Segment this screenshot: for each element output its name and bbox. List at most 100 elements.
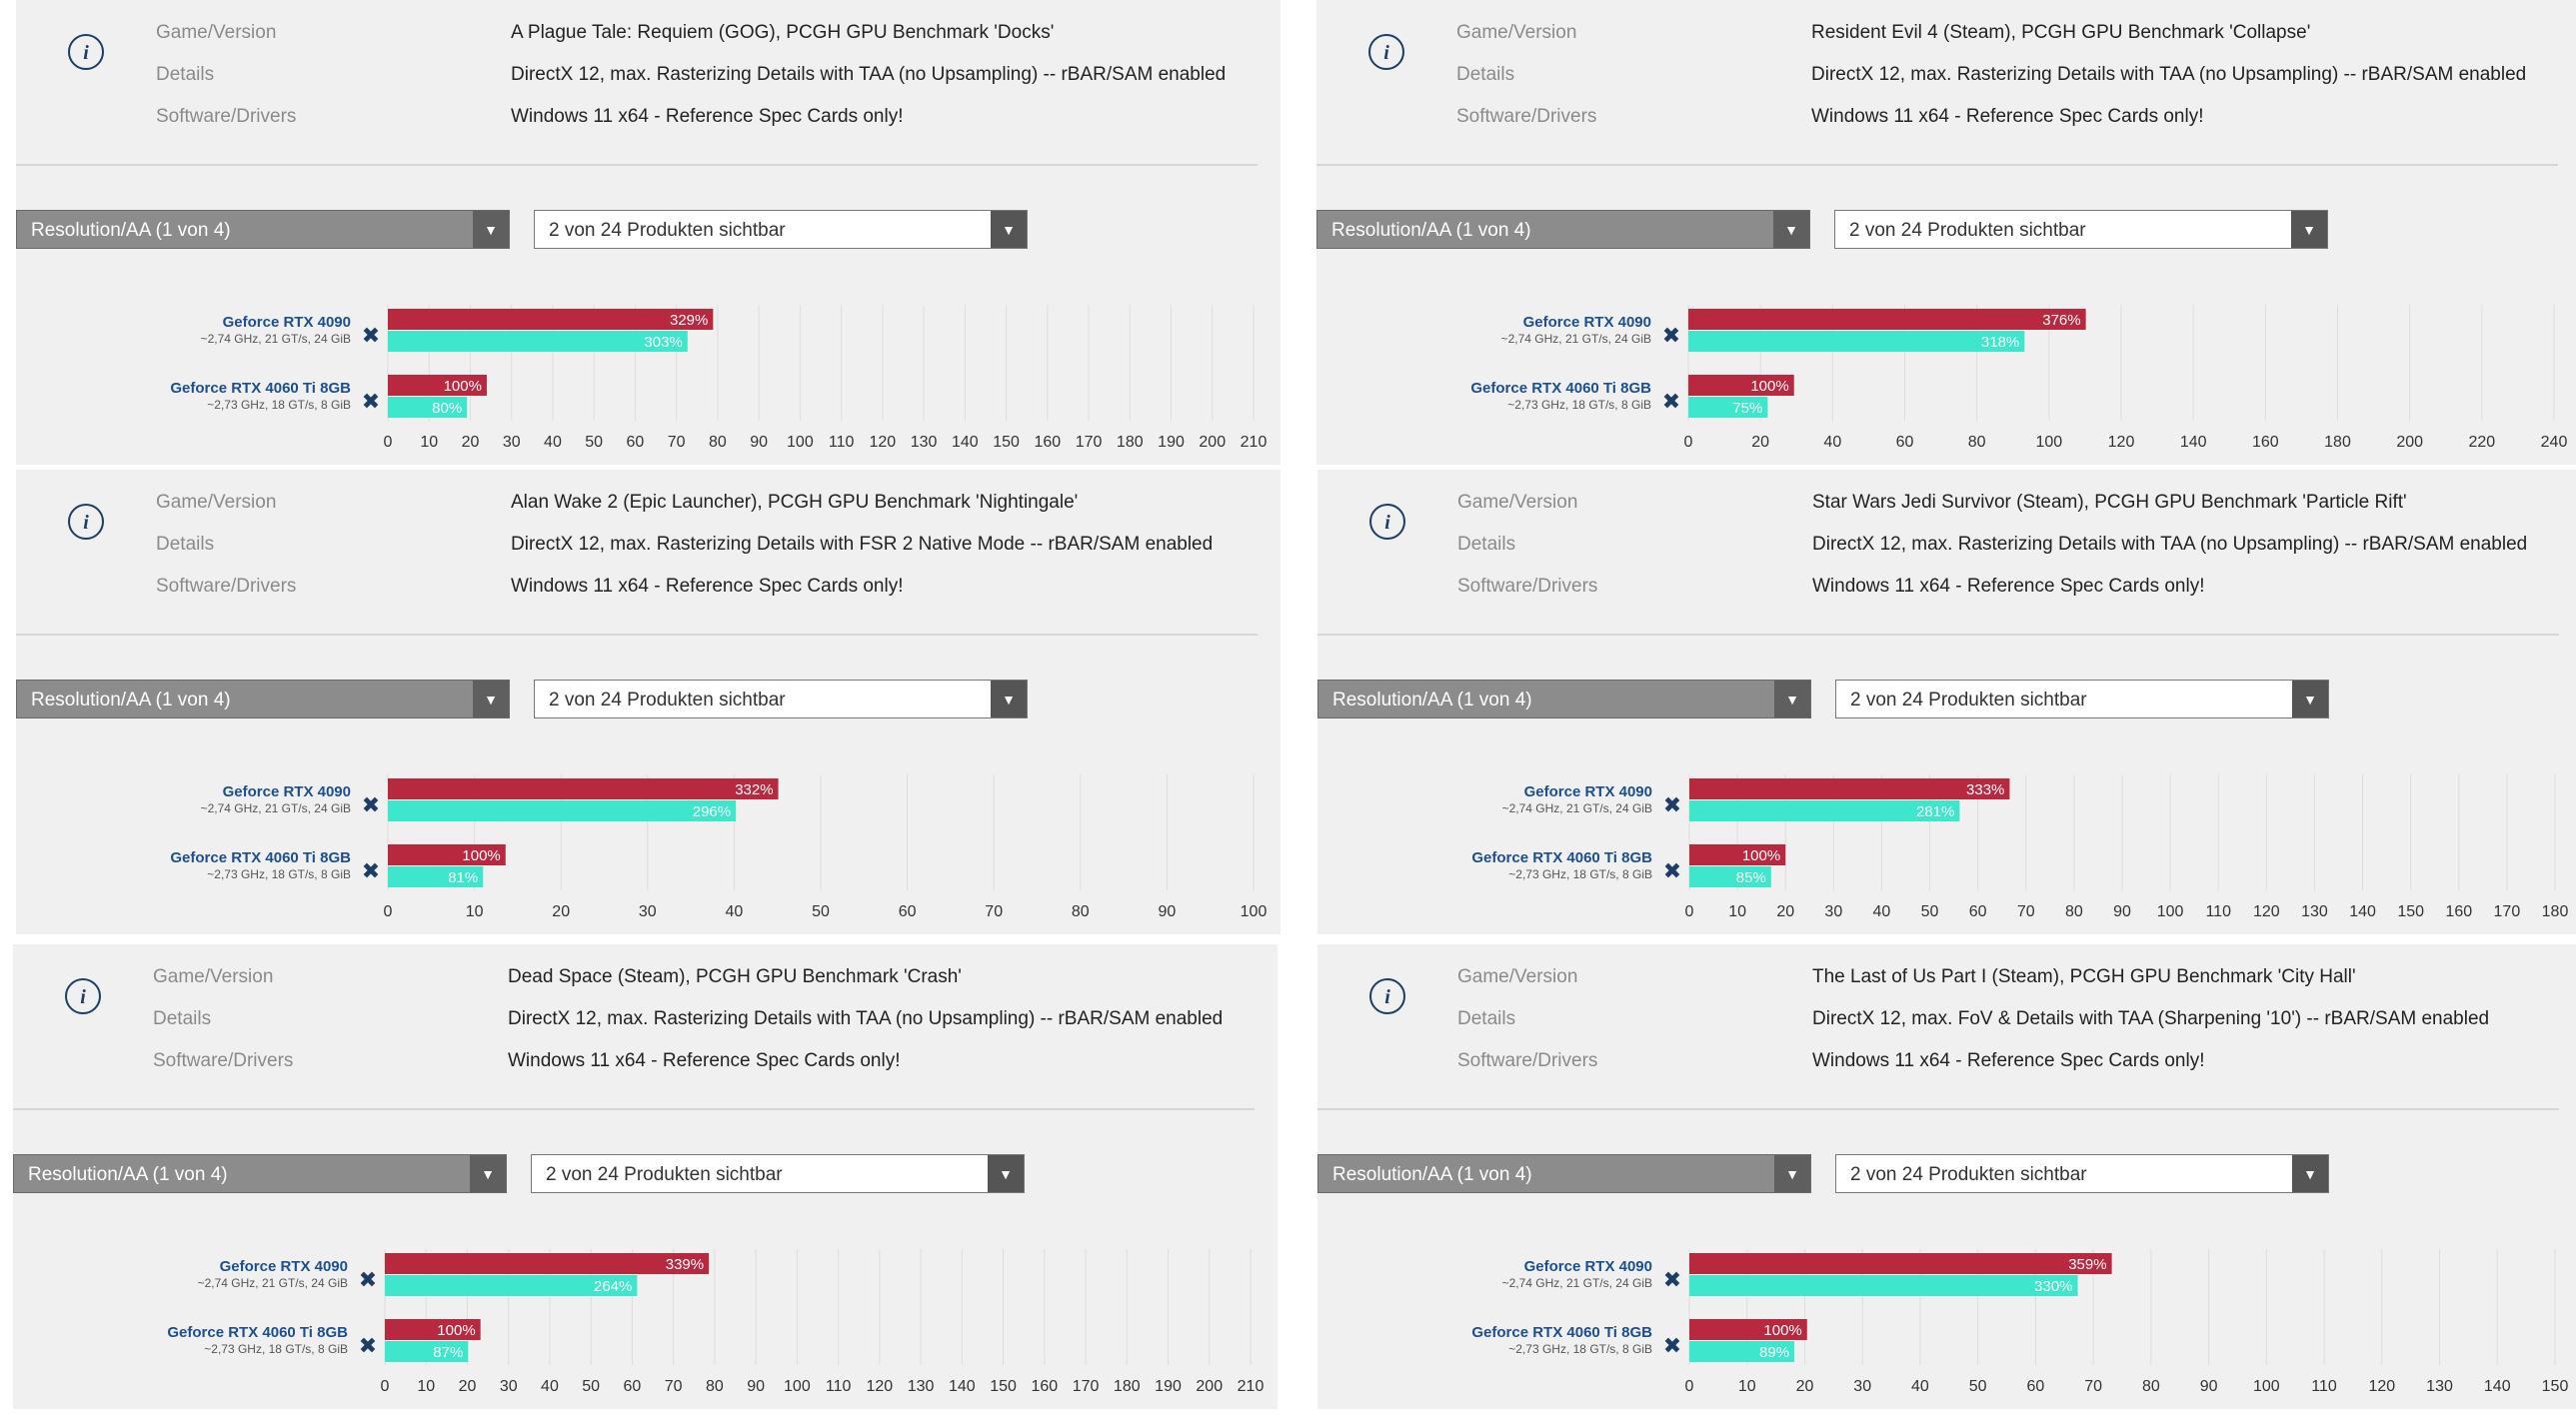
x-remove-icon[interactable]: ✖	[362, 390, 380, 415]
product-select[interactable]: 2 von 24 Produkten sichtbar ▼	[534, 680, 1028, 718]
x-tick-label: 10	[466, 903, 484, 920]
bar-primary	[1689, 1253, 2112, 1274]
x-tick-label: 140	[949, 1378, 976, 1395]
triangle-down-icon[interactable]: ▼	[1773, 211, 1809, 248]
x-tick-label: 120	[870, 434, 897, 451]
bar-secondary	[388, 866, 484, 887]
x-remove-icon[interactable]: ✖	[1662, 390, 1680, 415]
product-select[interactable]: 2 von 24 Produkten sichtbar ▼	[1835, 1154, 2329, 1193]
triangle-down-icon[interactable]: ▼	[988, 1155, 1024, 1192]
details-label: Details	[1457, 534, 1516, 555]
bar-value-label: 75%	[1732, 400, 1762, 417]
bar-value-label: 89%	[1759, 1344, 1789, 1361]
resolution-select[interactable]: Resolution/AA (1 von 4) ▼	[13, 1154, 507, 1193]
x-remove-icon[interactable]: ✖	[1663, 1334, 1681, 1359]
product-select[interactable]: 2 von 24 Produkten sichtbar ▼	[531, 1154, 1025, 1193]
x-tick-label: 100	[784, 1378, 811, 1395]
separator	[13, 1108, 1255, 1110]
x-remove-icon[interactable]: ✖	[362, 793, 380, 818]
resolution-select-value: Resolution/AA (1 von 4)	[1332, 690, 1532, 710]
x-tick-label: 70	[2084, 1378, 2102, 1395]
software-drivers-value: Windows 11 x64 - Reference Spec Cards on…	[1811, 106, 2204, 127]
triangle-down-icon[interactable]: ▼	[473, 211, 509, 248]
resolution-select[interactable]: Resolution/AA (1 von 4) ▼	[1317, 680, 1811, 718]
details-label: Details	[1457, 1008, 1516, 1029]
triangle-down-icon[interactable]: ▼	[991, 211, 1027, 248]
product-spec: ~2,73 GHz, 18 GT/s, 8 GiB	[204, 1342, 348, 1356]
triangle-down-icon[interactable]: ▼	[2292, 1155, 2328, 1192]
info-circle-icon: i	[66, 32, 106, 72]
product-name[interactable]: Geforce RTX 4090	[223, 314, 351, 331]
x-tick-label: 10	[1728, 903, 1746, 920]
x-tick-label: 0	[384, 434, 393, 451]
bar-secondary	[1689, 866, 1771, 887]
x-tick-label: 110	[2205, 903, 2231, 920]
x-tick-label: 70	[668, 434, 686, 451]
product-name[interactable]: Geforce RTX 4090	[223, 783, 351, 800]
resolution-select[interactable]: Resolution/AA (1 von 4) ▼	[16, 680, 510, 718]
product-name[interactable]: Geforce RTX 4060 Ti 8GB	[1471, 1324, 1652, 1341]
x-tick-label: 150	[2542, 1378, 2569, 1395]
bar-value-label: 85%	[1736, 869, 1766, 886]
x-remove-icon[interactable]: ✖	[1663, 793, 1681, 818]
bar-value-label: 339%	[666, 1256, 704, 1273]
triangle-down-icon[interactable]: ▼	[470, 1155, 506, 1192]
software-drivers-value: Windows 11 x64 - Reference Spec Cards on…	[508, 1050, 901, 1071]
product-select[interactable]: 2 von 24 Produkten sichtbar ▼	[1835, 680, 2329, 718]
x-tick-label: 100	[1241, 903, 1268, 920]
x-remove-icon[interactable]: ✖	[362, 324, 380, 349]
product-spec: ~2,74 GHz, 21 GT/s, 24 GiB	[1501, 332, 1651, 346]
resolution-select[interactable]: Resolution/AA (1 von 4) ▼	[16, 210, 510, 249]
product-name[interactable]: Geforce RTX 4090	[1524, 783, 1652, 800]
product-name[interactable]: Geforce RTX 4060 Ti 8GB	[170, 849, 351, 866]
x-tick-label: 80	[1072, 903, 1090, 920]
product-spec: ~2,74 GHz, 21 GT/s, 24 GiB	[201, 801, 351, 815]
bar-primary	[385, 1319, 481, 1340]
product-select[interactable]: 2 von 24 Produkten sichtbar ▼	[534, 210, 1028, 249]
separator	[16, 634, 1258, 636]
product-select-value: 2 von 24 Produkten sichtbar	[1850, 690, 2087, 710]
x-remove-icon[interactable]: ✖	[1663, 1268, 1681, 1293]
x-remove-icon[interactable]: ✖	[359, 1334, 377, 1359]
triangle-down-icon[interactable]: ▼	[473, 681, 509, 717]
x-remove-icon[interactable]: ✖	[1662, 324, 1680, 349]
software-drivers-value: Windows 11 x64 - Reference Spec Cards on…	[1812, 576, 2205, 597]
product-name[interactable]: Geforce RTX 4090	[1523, 314, 1651, 331]
product-name[interactable]: Geforce RTX 4060 Ti 8GB	[1471, 849, 1652, 866]
product-name[interactable]: Geforce RTX 4060 Ti 8GB	[1470, 380, 1651, 397]
x-remove-icon[interactable]: ✖	[359, 1268, 377, 1293]
triangle-down-icon[interactable]: ▼	[2292, 681, 2328, 717]
x-tick-label: 190	[1158, 434, 1185, 451]
bar-primary	[1688, 309, 2086, 330]
triangle-down-icon[interactable]: ▼	[991, 681, 1027, 717]
triangle-down-icon[interactable]: ▼	[1774, 681, 1810, 717]
product-select[interactable]: 2 von 24 Produkten sichtbar ▼	[1834, 210, 2328, 249]
svg-text:i: i	[83, 42, 89, 64]
game-version-value: The Last of Us Part I (Steam), PCGH GPU …	[1812, 966, 2356, 987]
x-tick-label: 140	[2180, 434, 2207, 451]
x-tick-label: 100	[2157, 903, 2184, 920]
triangle-down-icon[interactable]: ▼	[2291, 211, 2327, 248]
product-name[interactable]: Geforce RTX 4060 Ti 8GB	[170, 380, 351, 397]
x-tick-label: 130	[2426, 1378, 2453, 1395]
bar-value-label: 87%	[433, 1344, 463, 1361]
x-remove-icon[interactable]: ✖	[362, 859, 380, 884]
product-select-value: 2 von 24 Produkten sichtbar	[1850, 1164, 2087, 1185]
triangle-down-icon[interactable]: ▼	[1774, 1155, 1810, 1192]
resolution-select[interactable]: Resolution/AA (1 von 4) ▼	[1316, 210, 1810, 249]
product-name[interactable]: Geforce RTX 4060 Ti 8GB	[167, 1324, 348, 1341]
x-tick-label: 70	[665, 1378, 683, 1395]
product-name[interactable]: Geforce RTX 4090	[1524, 1258, 1652, 1275]
x-remove-icon[interactable]: ✖	[1663, 859, 1681, 884]
resolution-select[interactable]: Resolution/AA (1 von 4) ▼	[1317, 1154, 1811, 1193]
x-tick-label: 40	[726, 903, 744, 920]
resolution-select-value: Resolution/AA (1 von 4)	[31, 690, 231, 710]
game-version-value: A Plague Tale: Requiem (GOG), PCGH GPU B…	[511, 22, 1055, 43]
product-name[interactable]: Geforce RTX 4090	[220, 1258, 348, 1275]
software-drivers-label: Software/Drivers	[156, 106, 297, 127]
bar-value-label: 264%	[594, 1278, 632, 1295]
info-circle-icon: i	[1367, 502, 1407, 542]
game-version-label: Game/Version	[153, 966, 274, 987]
x-tick-label: 140	[952, 434, 979, 451]
